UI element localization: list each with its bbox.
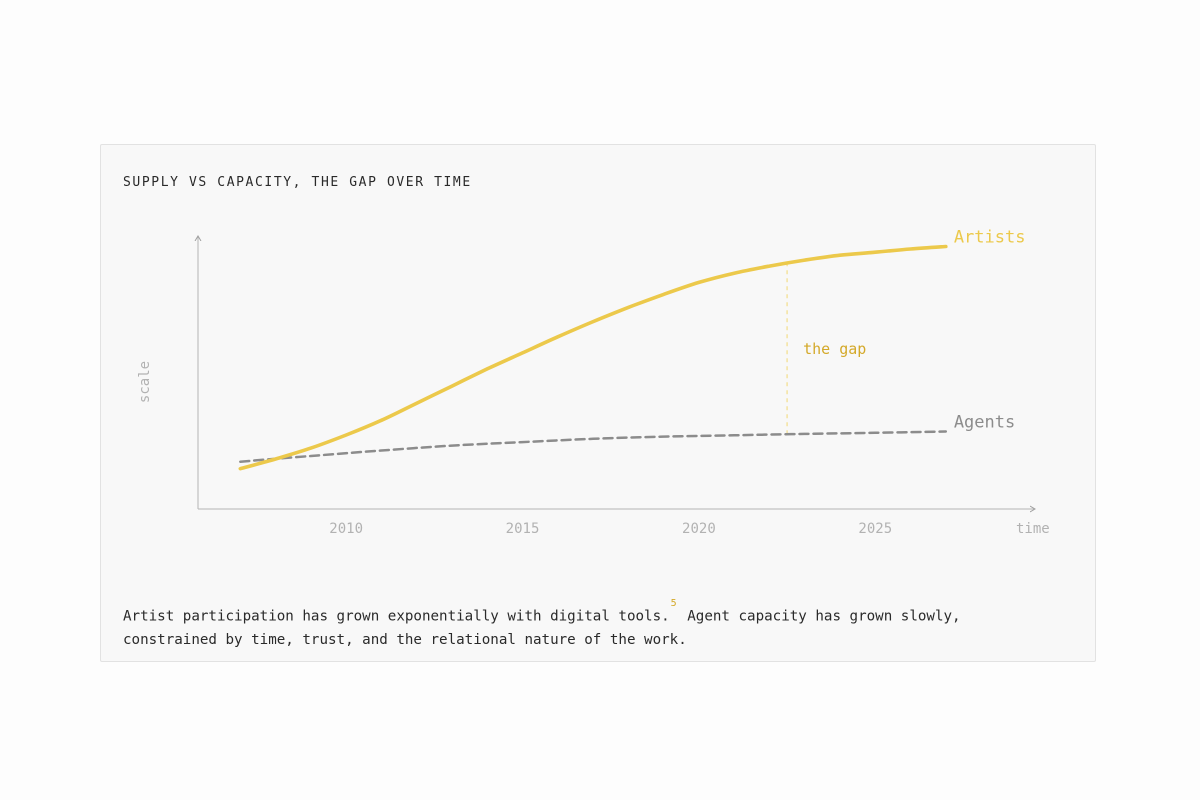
x-tick-label: 2015	[506, 521, 540, 537]
caption-text-part2: Agent capacity has grown slowly, constra…	[123, 608, 961, 648]
footnote-reference[interactable]: 5	[670, 598, 677, 609]
series-line-artists	[238, 244, 948, 471]
gap-annotation-label: the gap	[803, 340, 866, 358]
series-end-label-agents: Agents	[954, 412, 1015, 432]
x-tick-label: 2025	[858, 521, 892, 537]
series-layer: Agents Artists	[238, 228, 1026, 471]
x-axis-label: time	[1016, 521, 1050, 537]
series-line-agents	[239, 430, 948, 463]
figure-title: SUPPLY VS CAPACITY, THE GAP OVER TIME	[123, 175, 472, 190]
series-end-label-artists: Artists	[954, 228, 1026, 248]
x-tick-label: 2020	[682, 521, 716, 537]
x-tick-label: 2010	[329, 521, 363, 537]
y-axis-label: scale	[137, 361, 153, 403]
x-tick-labels: 2010 2015 2020 2025	[329, 521, 892, 537]
caption-text-part1: Artist participation has grown exponenti…	[123, 608, 670, 625]
line-chart: 2010 2015 2020 2025 time scale the gap Agen…	[137, 228, 1050, 537]
figure-card: SUPPLY VS CAPACITY, THE GAP OVER TIME 20…	[100, 144, 1096, 662]
figure-caption: Artist participation has grown exponenti…	[123, 598, 1058, 652]
